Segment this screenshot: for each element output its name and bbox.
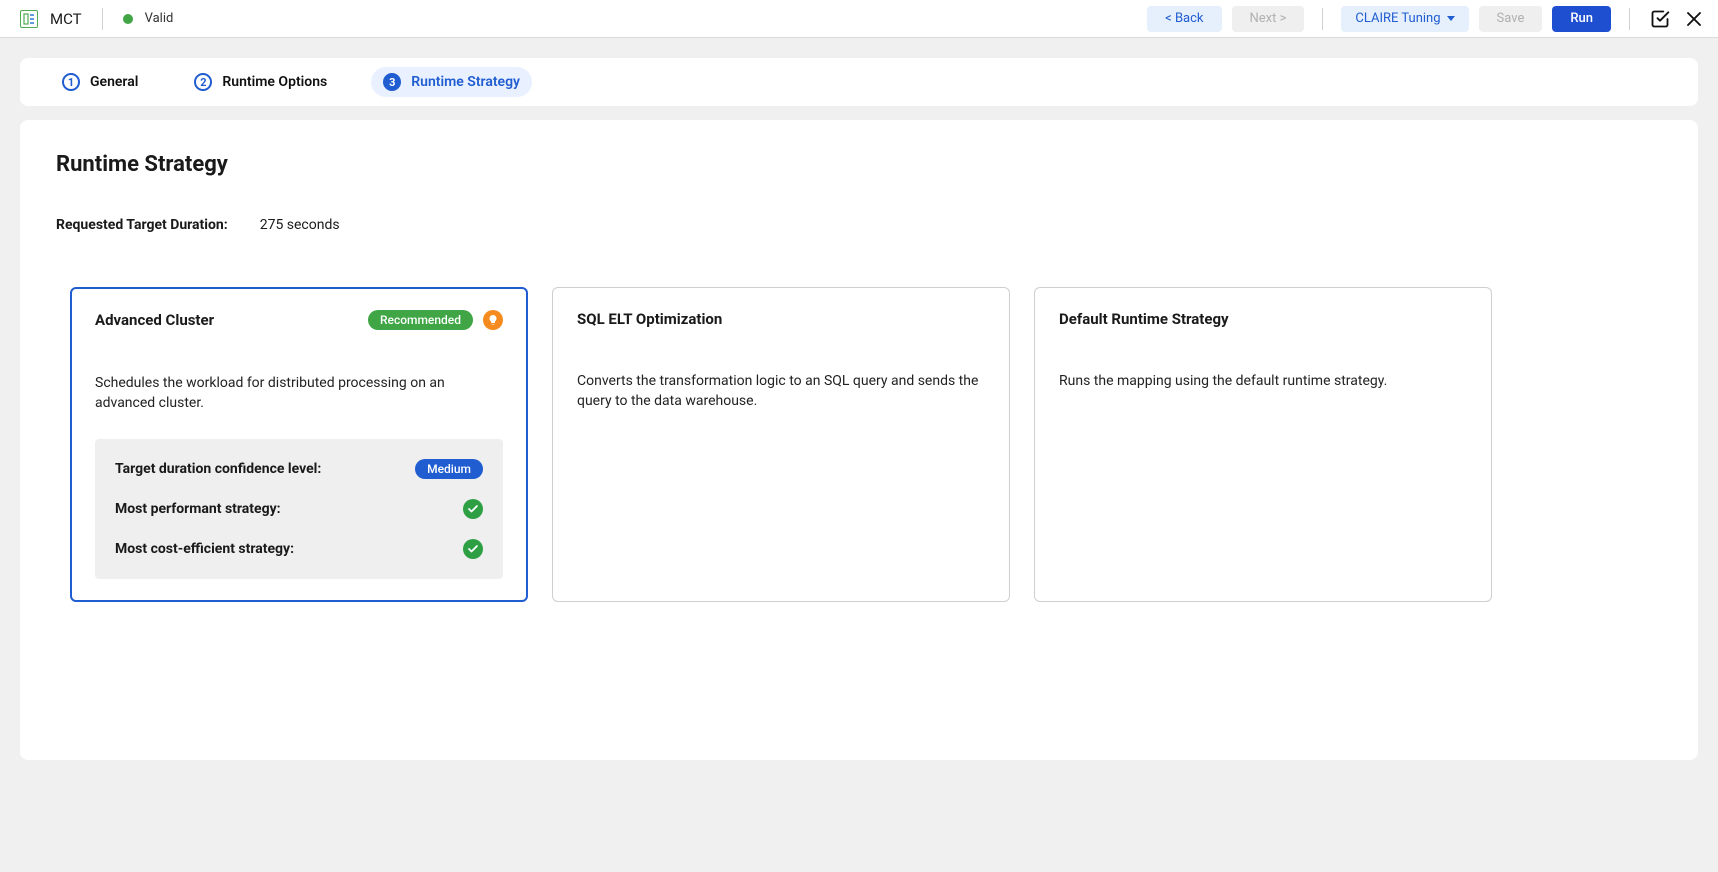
card-title: Default Runtime Strategy: [1059, 310, 1467, 328]
confidence-badge: Medium: [415, 459, 483, 479]
duration-label: Requested Target Duration:: [56, 217, 228, 233]
claire-tuning-dropdown[interactable]: CLAIRE Tuning: [1341, 6, 1468, 32]
stat-row-performant: Most performant strategy:: [115, 489, 483, 529]
duration-value: 275 seconds: [260, 217, 340, 233]
card-title: Advanced Cluster: [95, 311, 358, 329]
stat-label: Most cost-efficient strategy:: [115, 541, 463, 557]
tab-runtime-options[interactable]: 2 Runtime Options: [182, 67, 339, 97]
duration-row: Requested Target Duration: 275 seconds: [56, 217, 1662, 233]
next-button: Next >: [1232, 6, 1305, 32]
tab-number: 3: [383, 73, 401, 91]
check-icon: [463, 499, 483, 519]
run-button[interactable]: Run: [1552, 6, 1611, 32]
divider: [1322, 8, 1323, 30]
stat-row-confidence: Target duration confidence level: Medium: [115, 449, 483, 489]
app-name: MCT: [50, 10, 82, 28]
check-icon: [463, 539, 483, 559]
main-container: 1 General 2 Runtime Options 3 Runtime St…: [0, 38, 1718, 780]
tab-runtime-strategy[interactable]: 3 Runtime Strategy: [371, 67, 532, 97]
divider: [102, 8, 103, 30]
card-stats-box: Target duration confidence level: Medium…: [95, 439, 503, 579]
card-title: SQL ELT Optimization: [577, 310, 985, 328]
strategy-card-sql-elt[interactable]: SQL ELT Optimization Converts the transf…: [552, 287, 1010, 602]
checkbox-icon-button[interactable]: [1648, 7, 1672, 31]
card-header: SQL ELT Optimization: [577, 310, 985, 328]
header-left: MCT Valid: [20, 8, 173, 30]
chevron-down-icon: [1447, 16, 1455, 21]
header-bar: MCT Valid < Back Next > CLAIRE Tuning Sa…: [0, 0, 1718, 38]
card-header: Default Runtime Strategy: [1059, 310, 1467, 328]
tab-number: 1: [62, 73, 80, 91]
strategy-card-default[interactable]: Default Runtime Strategy Runs the mappin…: [1034, 287, 1492, 602]
stat-label: Most performant strategy:: [115, 501, 463, 517]
claire-tuning-label: CLAIRE Tuning: [1355, 11, 1440, 26]
back-button[interactable]: < Back: [1147, 6, 1221, 32]
page-title: Runtime Strategy: [56, 152, 1662, 177]
tab-number: 2: [194, 73, 212, 91]
strategy-cards-row: Advanced Cluster Recommended Schedules t…: [56, 287, 1662, 602]
close-button[interactable]: [1682, 7, 1706, 31]
tab-label: Runtime Strategy: [411, 74, 520, 90]
card-description: Runs the mapping using the default runti…: [1059, 372, 1467, 392]
tab-label: Runtime Options: [222, 74, 327, 90]
tab-general[interactable]: 1 General: [50, 67, 150, 97]
tabs-panel: 1 General 2 Runtime Options 3 Runtime St…: [20, 58, 1698, 106]
stat-label: Target duration confidence level:: [115, 461, 415, 477]
recommended-badge: Recommended: [368, 310, 473, 330]
content-panel: Runtime Strategy Requested Target Durati…: [20, 120, 1698, 760]
app-icon: [20, 10, 38, 28]
save-button: Save: [1479, 6, 1543, 32]
lightbulb-icon: [483, 310, 503, 330]
tab-label: General: [90, 74, 138, 90]
header-right: < Back Next > CLAIRE Tuning Save Run: [1147, 6, 1706, 32]
divider: [1629, 8, 1630, 30]
status-dot-icon: [123, 14, 133, 24]
strategy-card-advanced-cluster[interactable]: Advanced Cluster Recommended Schedules t…: [70, 287, 528, 602]
card-description: Converts the transformation logic to an …: [577, 372, 985, 411]
card-header: Advanced Cluster Recommended: [95, 310, 503, 330]
card-description: Schedules the workload for distributed p…: [95, 374, 503, 413]
status-text: Valid: [145, 11, 174, 26]
stat-row-cost-efficient: Most cost-efficient strategy:: [115, 529, 483, 569]
